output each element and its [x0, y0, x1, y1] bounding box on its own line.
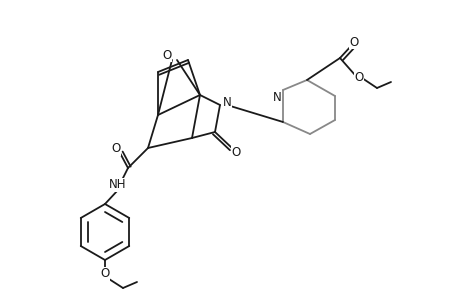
Text: O: O [231, 146, 240, 158]
Text: O: O [100, 268, 109, 281]
Text: O: O [111, 142, 120, 155]
Text: O: O [349, 35, 358, 49]
Text: N: N [222, 95, 231, 109]
Text: N: N [272, 91, 281, 103]
Text: O: O [353, 70, 363, 83]
Text: NH: NH [109, 178, 127, 191]
Text: O: O [162, 49, 171, 62]
